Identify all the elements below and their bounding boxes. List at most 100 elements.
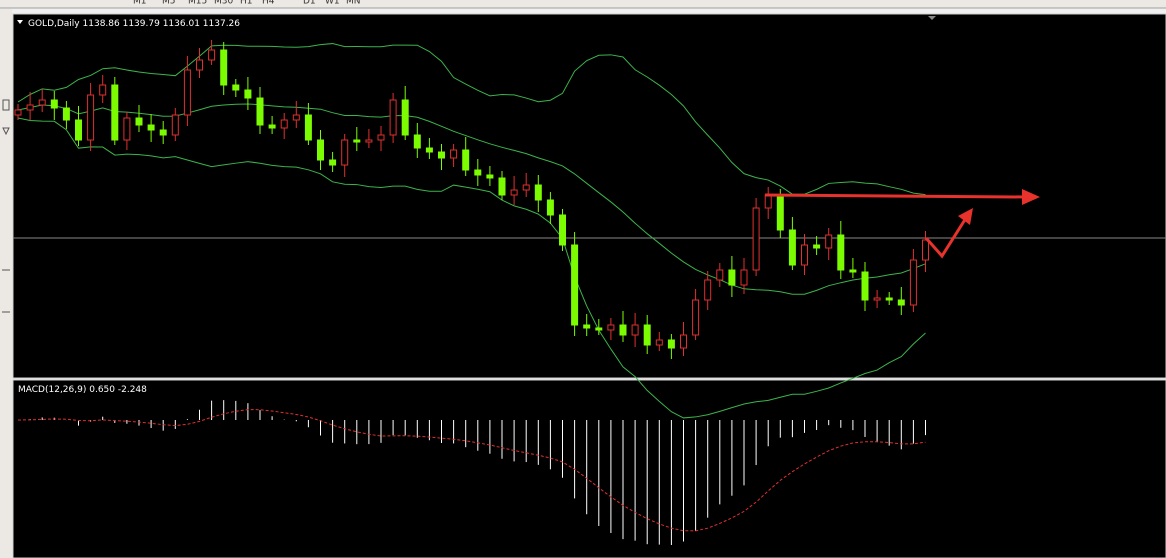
macd-signal: -2.248 xyxy=(118,385,147,395)
candle-body xyxy=(559,214,566,246)
macd-signal-line xyxy=(17,409,926,532)
candle-body xyxy=(208,49,216,61)
candle-body xyxy=(680,334,687,349)
annotation-arrowhead xyxy=(1022,189,1040,205)
candle-body xyxy=(667,339,675,349)
candle-body xyxy=(716,269,724,281)
timeframe-button[interactable]: D1 xyxy=(303,0,316,7)
candle-body xyxy=(740,269,748,286)
candle-body xyxy=(498,177,506,196)
close-price: 1137.26 xyxy=(203,19,240,29)
bollinger-band xyxy=(17,43,926,196)
candle-body xyxy=(304,114,312,141)
candle-body xyxy=(87,94,95,141)
candle-body xyxy=(534,184,542,201)
candle-body xyxy=(159,129,167,136)
bollinger-band xyxy=(17,117,926,419)
candle-body xyxy=(401,99,409,136)
candle-body xyxy=(329,159,337,166)
candle-body xyxy=(885,297,893,301)
annotation-arrow xyxy=(764,193,1026,199)
timeframe-button[interactable]: M1 xyxy=(133,0,147,7)
candle-body xyxy=(897,299,905,306)
candle-body xyxy=(583,324,591,329)
candle-body xyxy=(619,324,627,336)
candle-body xyxy=(631,324,639,336)
candle-body xyxy=(377,134,385,141)
candle-body xyxy=(922,239,929,261)
candle-body xyxy=(232,84,240,91)
candle-body xyxy=(135,117,143,126)
candle-body xyxy=(776,194,784,231)
annotation-arrowhead xyxy=(958,208,973,225)
candle-body xyxy=(764,194,772,209)
candle-body xyxy=(595,327,603,331)
timeframe-button[interactable]: M5 xyxy=(162,0,176,7)
candle-body xyxy=(801,244,808,266)
bollinger-band xyxy=(17,103,926,295)
candle-body xyxy=(389,99,397,136)
candle-body xyxy=(26,104,34,111)
annotation-arrow xyxy=(924,217,968,259)
shift-marker xyxy=(928,16,936,20)
candle-body xyxy=(849,269,857,273)
candle-body xyxy=(50,99,58,109)
timeframe-button[interactable]: MN xyxy=(346,0,361,7)
candle-body xyxy=(728,269,736,286)
candle-body xyxy=(425,147,433,153)
candle-body xyxy=(474,169,482,176)
candle-body xyxy=(341,139,349,166)
candle-body xyxy=(365,139,373,143)
candle-body xyxy=(317,139,324,161)
timeframe-button[interactable]: H4 xyxy=(262,0,275,7)
candle-body xyxy=(183,69,191,116)
candle-body xyxy=(522,184,530,191)
candle-body xyxy=(256,97,264,126)
candle-body xyxy=(111,84,119,141)
high-price: 1139.79 xyxy=(123,19,160,29)
candle-body xyxy=(788,229,796,266)
timeframe-button[interactable]: M30 xyxy=(214,0,233,7)
candle-body xyxy=(450,149,458,159)
candle-body xyxy=(510,189,518,196)
candle-body xyxy=(268,124,276,129)
candle-body xyxy=(280,119,288,129)
candle-body xyxy=(413,134,421,149)
candle-body xyxy=(486,174,494,179)
candle-body xyxy=(438,151,445,159)
candle-body xyxy=(861,271,869,301)
candle-body xyxy=(38,99,46,106)
candle-body xyxy=(837,234,845,271)
candle-body xyxy=(292,114,300,121)
candle-body xyxy=(62,107,70,121)
macd-label: MACD(12,26,9) xyxy=(18,385,86,395)
candle-body xyxy=(873,297,881,301)
timeframe-button[interactable]: H1 xyxy=(240,0,253,7)
candle-body xyxy=(643,324,651,346)
macd-main: 0.650 xyxy=(89,385,115,395)
candle-body xyxy=(353,139,361,143)
candle-body xyxy=(825,234,833,249)
timeframe-button[interactable]: M15 xyxy=(188,0,207,7)
timeframe-button[interactable]: W1 xyxy=(325,0,340,7)
macd-header: MACD(12,26,9) 0.650 -2.248 xyxy=(18,385,147,395)
candle-body xyxy=(14,109,22,116)
candle-body xyxy=(813,244,821,249)
chart-header: GOLD,Daily 1138.86 1139.79 1136.01 1137.… xyxy=(28,19,240,29)
low-price: 1136.01 xyxy=(163,19,200,29)
candle-body xyxy=(75,119,82,141)
toolbar xyxy=(0,0,1166,8)
symbol: GOLD,Daily xyxy=(28,19,80,29)
chart-menu-arrow[interactable] xyxy=(17,20,23,24)
candle-body xyxy=(752,207,760,271)
candle-body xyxy=(704,279,712,301)
candle-body xyxy=(147,124,155,131)
candle-body xyxy=(692,299,700,336)
side-toolbar xyxy=(0,9,12,558)
candle-body xyxy=(99,84,107,96)
candle-body xyxy=(571,244,579,326)
macd-panel xyxy=(12,379,1166,558)
candle-body xyxy=(171,114,179,136)
open-price: 1138.86 xyxy=(83,19,120,29)
